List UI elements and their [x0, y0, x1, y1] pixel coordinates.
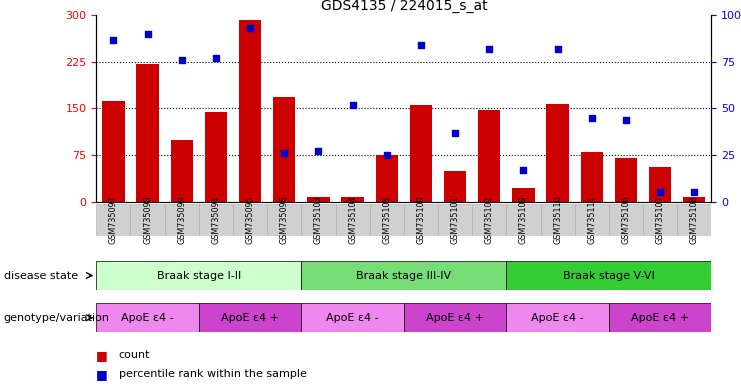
Text: GSM735105: GSM735105	[382, 195, 391, 244]
Text: GSM735107: GSM735107	[656, 195, 665, 244]
Bar	[342, 197, 364, 202]
Bar	[404, 303, 506, 332]
Bar	[302, 204, 336, 236]
Bar	[404, 204, 438, 236]
Bar	[609, 204, 643, 236]
Text: GSM735094: GSM735094	[211, 195, 220, 244]
Bar	[506, 303, 609, 332]
Bar	[615, 158, 637, 202]
Text: GSM735104: GSM735104	[348, 195, 357, 244]
Bar	[96, 204, 130, 236]
Bar	[540, 204, 575, 236]
Point	[313, 148, 325, 154]
Text: ApoE ε4 +: ApoE ε4 +	[631, 313, 689, 323]
Bar	[581, 152, 603, 202]
Bar	[130, 204, 165, 236]
Bar	[677, 204, 711, 236]
Text: GSM735103: GSM735103	[314, 195, 323, 244]
Bar	[170, 139, 193, 202]
Bar	[376, 155, 398, 202]
Point	[586, 115, 598, 121]
Text: GSM735108: GSM735108	[690, 195, 699, 244]
Bar	[302, 261, 506, 290]
Text: ApoE ε4 +: ApoE ε4 +	[426, 313, 484, 323]
Bar	[199, 303, 302, 332]
Text: ApoE ε4 +: ApoE ε4 +	[221, 313, 279, 323]
Bar	[273, 97, 296, 202]
Bar	[506, 204, 540, 236]
Bar	[683, 197, 705, 202]
Text: percentile rank within the sample: percentile rank within the sample	[119, 369, 307, 379]
Bar	[136, 64, 159, 202]
Point	[142, 31, 153, 37]
Text: GSM735106: GSM735106	[622, 195, 631, 244]
Text: GSM735099: GSM735099	[177, 195, 186, 244]
Point	[381, 152, 393, 158]
Bar	[199, 204, 233, 236]
Point	[654, 189, 666, 195]
Point	[449, 130, 461, 136]
Text: GSM735111: GSM735111	[588, 195, 597, 244]
Text: Braak stage III-IV: Braak stage III-IV	[356, 270, 451, 281]
Text: GSM735109: GSM735109	[519, 195, 528, 244]
Point	[279, 150, 290, 156]
Point	[210, 55, 222, 61]
Bar	[506, 261, 711, 290]
Bar	[96, 261, 302, 290]
Bar	[336, 204, 370, 236]
Text: GSM735096: GSM735096	[280, 195, 289, 244]
Text: GSM735098: GSM735098	[143, 195, 152, 244]
Point	[415, 42, 427, 48]
Text: GSM735101: GSM735101	[451, 195, 459, 244]
Bar	[575, 204, 609, 236]
Point	[483, 46, 495, 52]
Bar	[438, 204, 472, 236]
Text: GSM735110: GSM735110	[553, 195, 562, 244]
Bar	[102, 101, 124, 202]
Point	[244, 25, 256, 31]
Text: count: count	[119, 350, 150, 360]
Text: ■: ■	[96, 349, 108, 362]
Point	[107, 36, 119, 43]
Text: Braak stage I-II: Braak stage I-II	[156, 270, 241, 281]
Text: ApoE ε4 -: ApoE ε4 -	[122, 313, 174, 323]
Bar	[233, 204, 268, 236]
Bar	[444, 170, 466, 202]
Bar	[547, 104, 568, 202]
Bar	[239, 20, 261, 202]
Point	[347, 102, 359, 108]
Bar	[410, 105, 432, 202]
Text: GSM735097: GSM735097	[109, 195, 118, 244]
Text: Braak stage V-VI: Braak stage V-VI	[563, 270, 655, 281]
Text: ApoE ε4 -: ApoE ε4 -	[531, 313, 584, 323]
Point	[176, 57, 187, 63]
Text: ApoE ε4 -: ApoE ε4 -	[326, 313, 379, 323]
Point	[517, 167, 529, 173]
Text: genotype/variation: genotype/variation	[4, 313, 110, 323]
Bar	[302, 303, 404, 332]
Bar	[96, 303, 199, 332]
Text: GSM735095: GSM735095	[245, 195, 255, 244]
Point	[551, 46, 563, 52]
Bar	[165, 204, 199, 236]
Text: GSM735100: GSM735100	[416, 195, 425, 244]
Point	[620, 117, 632, 123]
Text: GSM735102: GSM735102	[485, 195, 494, 244]
Bar	[370, 204, 404, 236]
Bar	[308, 197, 330, 202]
Point	[688, 189, 700, 195]
Bar	[512, 188, 534, 202]
Bar	[609, 303, 711, 332]
Text: disease state: disease state	[4, 270, 78, 281]
Bar	[268, 204, 302, 236]
Bar	[649, 167, 671, 202]
Bar	[472, 204, 506, 236]
Bar	[643, 204, 677, 236]
Bar	[205, 112, 227, 202]
Bar	[478, 110, 500, 202]
Title: GDS4135 / 224015_s_at: GDS4135 / 224015_s_at	[321, 0, 487, 13]
Text: ■: ■	[96, 368, 108, 381]
